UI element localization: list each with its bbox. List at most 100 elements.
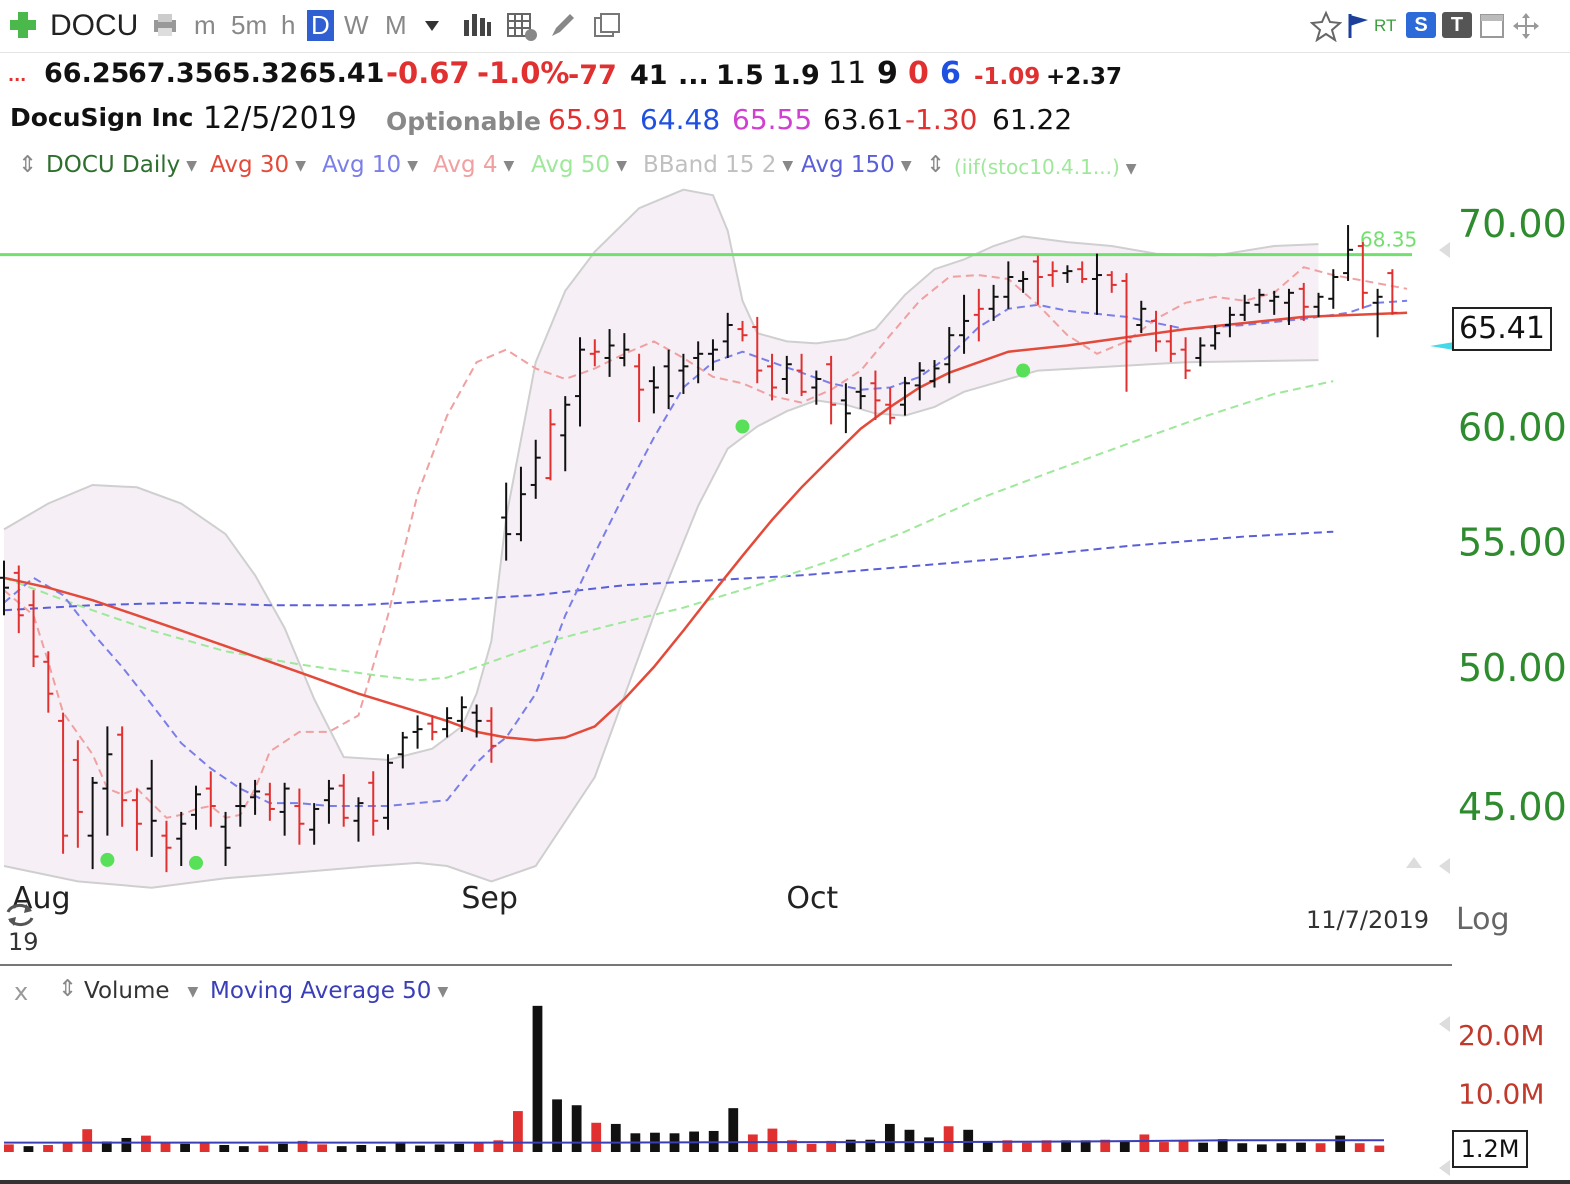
quote-row-prices: ... 66.25 67.35 65.32 65.41 -0.67 -1.0% … (0, 56, 1570, 96)
s-badge[interactable]: S (1406, 12, 1436, 38)
volume-ma-study[interactable]: Moving Average 50 ▼ (210, 978, 448, 1004)
refresh-icon[interactable] (4, 900, 36, 930)
bar-chart-icon[interactable] (462, 12, 492, 38)
timeframe-h[interactable]: h (281, 10, 296, 40)
add-symbol-icon[interactable] (8, 10, 38, 40)
study-avg150[interactable]: Avg 150 ▼ (801, 152, 912, 178)
price-bar (515, 466, 526, 542)
quote-p2: 64.48 (640, 103, 721, 136)
year-label: 19 (8, 928, 39, 956)
chevron-down-icon[interactable] (424, 20, 440, 32)
star-icon[interactable] (1310, 10, 1342, 42)
volume-bar (747, 1134, 758, 1152)
study-avg4[interactable]: Avg 4 ▼ (433, 152, 514, 178)
study-avg30[interactable]: Avg 30 ▼ (210, 152, 306, 178)
scroll-up-icon[interactable] (1404, 854, 1424, 870)
chevron-down-icon: ▼ (503, 157, 515, 174)
price-bar (545, 409, 556, 481)
price-bar (264, 782, 275, 821)
x-tick-label: Sep (461, 881, 518, 916)
volume-bar (199, 1143, 210, 1152)
page-icon[interactable] (592, 12, 622, 40)
last-volume-value: 1.2M (1460, 1135, 1520, 1163)
grid-settings-icon[interactable] (506, 12, 538, 42)
study-bband[interactable]: BBand 15 2 ▼ (643, 152, 793, 178)
close-icon[interactable]: x (14, 978, 29, 1006)
volume-bar (924, 1137, 934, 1152)
volume-bar (1335, 1135, 1346, 1152)
quote-p4: 63.61 (823, 103, 904, 136)
price-bar (899, 376, 910, 416)
volume-arrows-icon[interactable]: ⇕ (58, 976, 78, 1002)
price-bar (1091, 253, 1102, 315)
price-bar (589, 339, 600, 367)
timeframe-m[interactable]: m (194, 10, 216, 40)
study-iif-arrows-icon[interactable]: ⇕ (926, 152, 946, 178)
signal-dot (100, 852, 115, 867)
price-bar (959, 294, 970, 354)
price-bar (914, 362, 925, 401)
volume-bar (1217, 1139, 1228, 1152)
price-bar (58, 712, 69, 854)
pane-divider[interactable] (0, 964, 1452, 966)
price-axis: 45.00 50.00 55.00 60.00 70.00 (1458, 202, 1567, 829)
price-bar (973, 288, 984, 342)
study-main[interactable]: DOCU Daily ▼ (46, 152, 197, 178)
study-avg10[interactable]: Avg 10 ▼ (322, 152, 418, 178)
timeframe-5m[interactable]: 5m (231, 10, 268, 40)
volume-axis: 20.0M 10.0M (1458, 1019, 1545, 1110)
study-iif[interactable]: (iif(stoc10.4.1...) ▼ (954, 155, 1137, 179)
study-main-arrows-icon[interactable]: ⇕ (18, 152, 38, 178)
price-bar (235, 782, 246, 827)
quote-p5: -1.30 (905, 103, 978, 136)
volume-bar (297, 1140, 308, 1152)
price-bar (102, 726, 113, 836)
volume-chart[interactable]: 20.0M 10.0M (0, 1000, 1570, 1184)
avg50-line (3, 380, 1334, 682)
quote-v9: -1.09 (974, 64, 1041, 90)
price-bar (161, 820, 172, 873)
scroll-left-icon[interactable] (1436, 1158, 1452, 1178)
pencil-icon[interactable] (548, 10, 578, 40)
scroll-left-icon[interactable] (1436, 240, 1452, 260)
timeframe-m-monthly[interactable]: M (385, 10, 407, 40)
symbol-label[interactable]: DOCU (50, 9, 139, 42)
volume-bar (845, 1139, 856, 1152)
volume-bar (4, 1144, 14, 1152)
timeframe-w[interactable]: W (344, 10, 369, 40)
printer-icon[interactable] (150, 12, 180, 40)
timeframe-d[interactable]: D (307, 10, 334, 41)
flag-icon[interactable] (1346, 12, 1372, 40)
t-badge[interactable]: T (1442, 12, 1472, 38)
price-chart[interactable]: 68.35 45.00 50.00 55.00 60.00 70.00 Aug Sep Oc… (0, 186, 1570, 966)
price-bar (1121, 273, 1132, 392)
price-bar (870, 370, 881, 420)
price-bar (944, 327, 955, 384)
chevron-down-icon: ▼ (782, 157, 794, 174)
volume-bar (121, 1137, 132, 1152)
quote-high: 67.35 (128, 58, 214, 89)
volume-bar (43, 1144, 53, 1152)
volume-bar (258, 1145, 269, 1152)
scroll-left-icon[interactable] (1436, 1014, 1452, 1034)
log-scale-label[interactable]: Log (1456, 902, 1510, 937)
price-bar (442, 707, 453, 738)
horizontal-line[interactable]: 68.35 (0, 228, 1417, 257)
rt-badge[interactable]: RT (1374, 16, 1397, 35)
chevron-down-icon: ▼ (407, 157, 418, 174)
y-tick-label: 70.00 (1458, 202, 1567, 246)
move-icon[interactable] (1512, 12, 1540, 40)
price-bar (707, 339, 718, 371)
price-bar (1151, 310, 1162, 352)
time-axis: Aug Sep Oct (12, 881, 838, 916)
window-icon[interactable] (1478, 12, 1506, 40)
scroll-left-icon[interactable] (1436, 856, 1452, 876)
volume-bar (1080, 1140, 1091, 1152)
volume-bar (1178, 1140, 1189, 1152)
company-name: DocuSign Inc (10, 103, 194, 132)
study-avg50[interactable]: Avg 50 ▼ (531, 152, 627, 178)
signal-dot (1016, 363, 1031, 378)
quote-v1: -77 (568, 60, 617, 91)
volume-study[interactable]: Volume ▼ (84, 978, 198, 1004)
price-bar (737, 320, 748, 342)
